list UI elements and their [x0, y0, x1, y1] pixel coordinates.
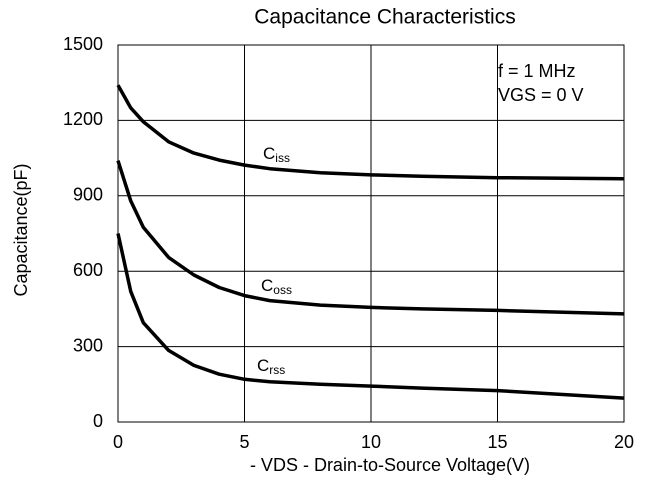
y-tick-label: 0 — [93, 411, 103, 431]
x-tick-label: 15 — [487, 432, 507, 452]
chart-title: Capacitance Characteristics — [254, 6, 515, 29]
series-label: Crss — [257, 356, 285, 377]
y-tick-label: 600 — [73, 260, 103, 280]
x-tick-label: 0 — [113, 432, 123, 452]
series-label: Ciss — [263, 144, 290, 165]
y-axis-label: Capacitance(pF) — [11, 163, 31, 296]
y-tick-label: 900 — [73, 185, 103, 205]
series-label: Coss — [261, 276, 292, 297]
y-tick-label: 300 — [73, 335, 103, 355]
annotation: VGS = 0 V — [498, 85, 584, 105]
x-tick-label: 5 — [239, 432, 249, 452]
chart: Capacitance Characteristics - VDS - Drai… — [0, 0, 658, 483]
y-tick-label: 1200 — [63, 109, 103, 129]
x-tick-label: 10 — [361, 432, 381, 452]
y-tick-label: 1500 — [63, 34, 103, 54]
x-axis-label: - VDS - Drain-to-Source Voltage(V) — [250, 455, 530, 475]
annotation: f = 1 MHz — [498, 61, 576, 81]
x-tick-label: 20 — [614, 432, 634, 452]
